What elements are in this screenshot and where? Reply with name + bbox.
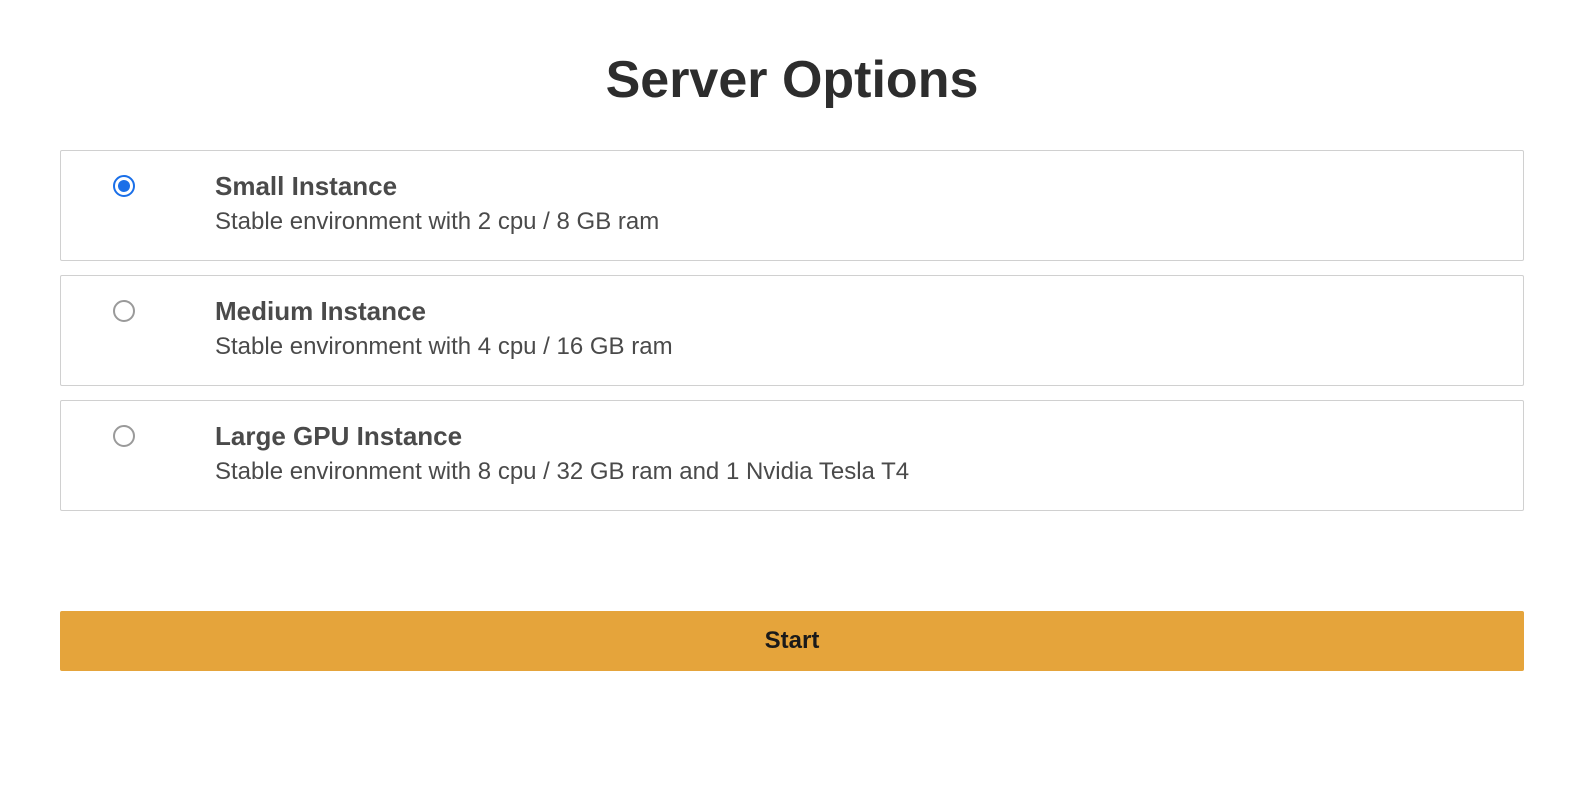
option-title: Medium Instance bbox=[215, 296, 673, 327]
option-text: Large GPU Instance Stable environment wi… bbox=[215, 421, 909, 486]
start-button[interactable]: Start bbox=[60, 611, 1524, 671]
option-title: Large GPU Instance bbox=[215, 421, 909, 452]
radio-wrapper bbox=[85, 171, 135, 197]
option-description: Stable environment with 2 cpu / 8 GB ram bbox=[215, 208, 659, 236]
radio-large[interactable] bbox=[113, 425, 135, 447]
option-card-small[interactable]: Small Instance Stable environment with 2… bbox=[60, 150, 1524, 261]
option-description: Stable environment with 4 cpu / 16 GB ra… bbox=[215, 333, 673, 361]
option-description: Stable environment with 8 cpu / 32 GB ra… bbox=[215, 458, 909, 486]
option-text: Medium Instance Stable environment with … bbox=[215, 296, 673, 361]
option-card-large[interactable]: Large GPU Instance Stable environment wi… bbox=[60, 400, 1524, 511]
radio-small[interactable] bbox=[113, 175, 135, 197]
server-options-list: Small Instance Stable environment with 2… bbox=[60, 150, 1524, 511]
radio-wrapper bbox=[85, 296, 135, 322]
option-title: Small Instance bbox=[215, 171, 659, 202]
option-card-medium[interactable]: Medium Instance Stable environment with … bbox=[60, 275, 1524, 386]
radio-dot-icon bbox=[118, 180, 130, 192]
radio-wrapper bbox=[85, 421, 135, 447]
radio-medium[interactable] bbox=[113, 300, 135, 322]
page-title: Server Options bbox=[60, 50, 1524, 110]
option-text: Small Instance Stable environment with 2… bbox=[215, 171, 659, 236]
